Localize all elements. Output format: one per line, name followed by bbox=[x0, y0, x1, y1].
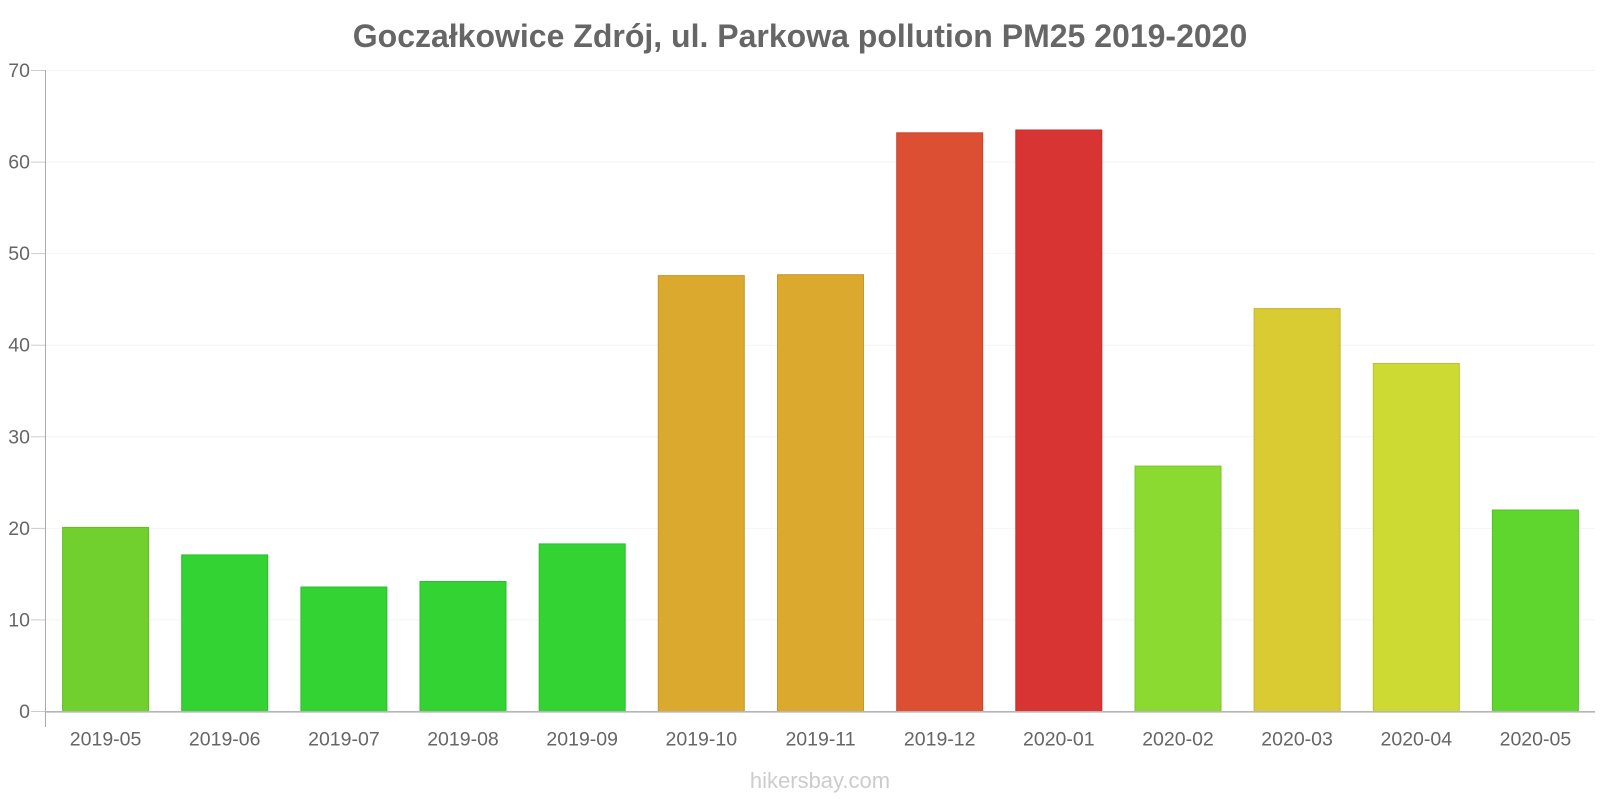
svg-text:2020-02: 2020-02 bbox=[1142, 729, 1214, 751]
svg-text:2019-06: 2019-06 bbox=[189, 729, 261, 751]
svg-text:2019-07: 2019-07 bbox=[308, 729, 380, 751]
svg-text:2020-05: 2020-05 bbox=[1500, 729, 1572, 751]
svg-text:2019-11: 2019-11 bbox=[785, 729, 855, 751]
svg-text:2019-05: 2019-05 bbox=[70, 729, 142, 751]
svg-text:Goczałkowice Zdrój, ul. Parkow: Goczałkowice Zdrój, ul. Parkowa pollutio… bbox=[353, 18, 1248, 54]
svg-text:2019-12: 2019-12 bbox=[904, 729, 976, 751]
svg-text:2019-10: 2019-10 bbox=[666, 729, 738, 751]
svg-text:2020-04: 2020-04 bbox=[1381, 729, 1453, 751]
svg-text:0: 0 bbox=[19, 701, 30, 723]
svg-text:10: 10 bbox=[8, 609, 30, 631]
svg-text:2019-09: 2019-09 bbox=[546, 729, 618, 751]
svg-text:40: 40 bbox=[8, 335, 30, 357]
svg-text:20: 20 bbox=[8, 518, 30, 540]
svg-text:2020-01: 2020-01 bbox=[1023, 729, 1095, 751]
svg-text:50: 50 bbox=[8, 243, 30, 265]
svg-text:2019-08: 2019-08 bbox=[427, 729, 499, 751]
svg-text:60: 60 bbox=[8, 152, 30, 174]
svg-text:70: 70 bbox=[8, 60, 30, 82]
svg-text:2020-03: 2020-03 bbox=[1261, 729, 1333, 751]
svg-text:30: 30 bbox=[8, 426, 30, 448]
svg-text:hikersbay.com: hikersbay.com bbox=[750, 768, 890, 793]
